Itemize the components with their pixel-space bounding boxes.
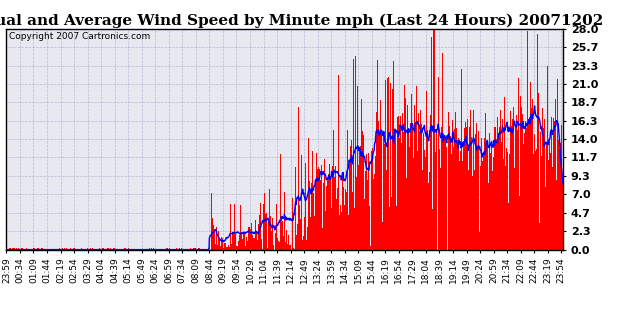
Text: Copyright 2007 Cartronics.com: Copyright 2007 Cartronics.com: [9, 32, 150, 41]
Title: Actual and Average Wind Speed by Minute mph (Last 24 Hours) 20071202: Actual and Average Wind Speed by Minute …: [0, 13, 603, 28]
